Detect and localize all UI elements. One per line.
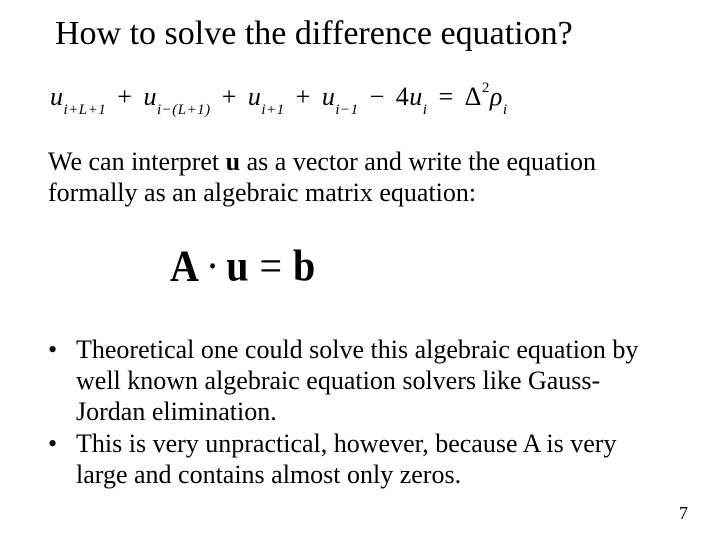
slide: How to solve the difference equation? ui… <box>0 0 720 540</box>
matrix-A: A <box>170 241 200 291</box>
list-item: • Theoretical one could solve this algeb… <box>48 334 660 428</box>
eq-term: 4ui <box>396 82 428 111</box>
bullet-text: Theoretical one could solve this algebra… <box>76 334 660 428</box>
eq-rhs: Δ2ρi <box>465 82 508 111</box>
eq-op: − <box>366 82 389 111</box>
eq-op: + <box>218 82 241 111</box>
eq-term: ui−(L+1) <box>143 82 210 111</box>
page-number: 7 <box>679 503 688 524</box>
dot-operator: · <box>200 241 226 291</box>
interpretation-paragraph: We can interpret u as a vector and write… <box>48 146 670 208</box>
eq-term: ui−1 <box>322 82 359 111</box>
equals-sign: = <box>249 241 293 291</box>
vector-u: u <box>226 147 240 176</box>
eq-term: ui+1 <box>248 82 285 111</box>
bullet-list: • Theoretical one could solve this algeb… <box>48 334 660 490</box>
bullet-mark: • <box>48 428 76 490</box>
eq-term: ui+L+1 <box>50 82 106 111</box>
vector-u: u <box>226 241 249 291</box>
eq-op: + <box>113 82 136 111</box>
para-text: We can interpret <box>48 147 226 176</box>
list-item: • This is very unpractical, however, bec… <box>48 428 660 490</box>
difference-equation: ui+L+1 + ui−(L+1) + ui+1 + ui−1 − 4ui = … <box>50 82 508 116</box>
vector-b: b <box>293 241 316 291</box>
eq-op: = <box>434 82 457 111</box>
bullet-text: This is very unpractical, however, becau… <box>76 428 660 490</box>
matrix-equation: A·u=b <box>170 240 316 292</box>
slide-title: How to solve the difference equation? <box>55 14 680 53</box>
eq-op: + <box>292 82 315 111</box>
bullet-mark: • <box>48 334 76 428</box>
